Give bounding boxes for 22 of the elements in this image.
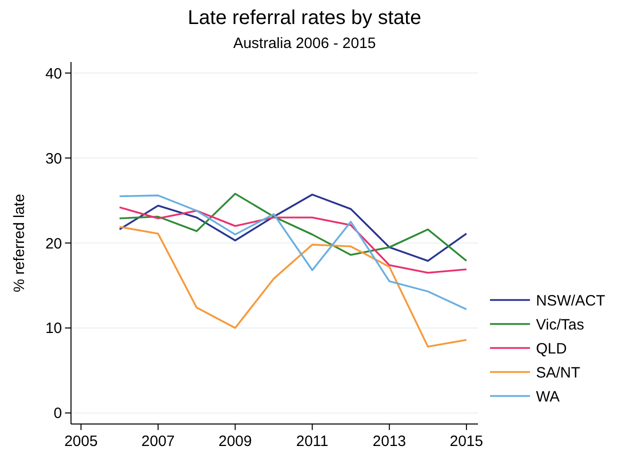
y-tick-label: 10 (45, 320, 62, 338)
chart-subtitle: Australia 2006 - 2015 (233, 35, 376, 52)
legend-label: SA/NT (536, 364, 580, 382)
x-tick-label: 2013 (372, 433, 406, 450)
chart-title: Late referral rates by state (188, 7, 422, 29)
line-series (118, 194, 468, 310)
y-tick-label: 40 (45, 65, 62, 82)
x-tick-label: 2015 (450, 433, 484, 450)
legend-label: NSW/ACT (536, 292, 606, 310)
legend-label: WA (536, 388, 560, 406)
line-series (118, 226, 468, 348)
x-tick-label: 2009 (218, 433, 252, 450)
legend-label: QLD (536, 340, 568, 358)
y-tick-label: 0 (54, 405, 62, 422)
x-tick-label: 2011 (296, 433, 328, 450)
y-tick-label: 20 (45, 235, 62, 252)
legend-label: Vic/Tas (536, 316, 584, 334)
y-tick-label: 30 (45, 150, 62, 168)
y-axis-title: % referred late (11, 194, 28, 292)
x-tick-label: 2007 (141, 433, 175, 450)
line-series (118, 206, 468, 274)
x-tick-label: 2005 (64, 433, 98, 450)
